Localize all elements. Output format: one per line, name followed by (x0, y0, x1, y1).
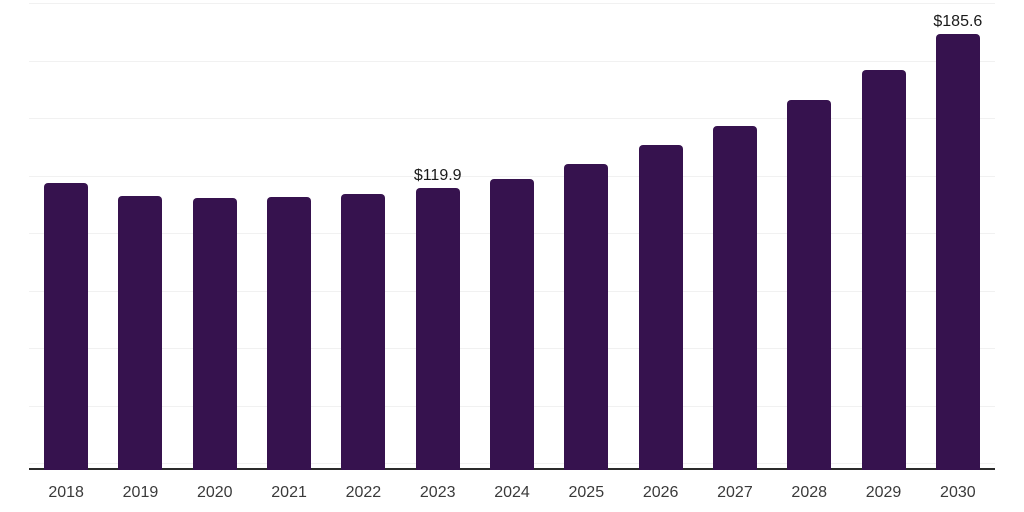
gridline (29, 3, 995, 4)
bar-2024[interactable] (490, 178, 534, 470)
x-tick-2022: 2022 (345, 484, 382, 501)
bar-2023[interactable] (415, 188, 460, 470)
bar-2027[interactable] (712, 126, 757, 470)
x-tick-2018: 2018 (48, 484, 84, 501)
bar-2020[interactable] (192, 198, 237, 470)
x-tick-2025: 2025 (568, 484, 605, 501)
x-tick-2021: 2021 (271, 484, 307, 501)
bar-2025[interactable] (564, 163, 609, 470)
data-label-2030: $185.6 (933, 12, 983, 30)
bar-2018[interactable] (44, 182, 89, 470)
bar-2026[interactable] (638, 145, 683, 470)
x-tick-2026: 2026 (642, 484, 679, 501)
bar-2021[interactable] (267, 196, 312, 470)
bar-2022[interactable] (341, 194, 386, 470)
gridline (29, 175, 995, 177)
plot-area: $119.9 $185.6 (29, 3, 995, 470)
x-tick-2019: 2019 (122, 484, 159, 501)
gridline (29, 60, 995, 62)
x-tick-2023: 2023 (419, 484, 456, 501)
x-tick-2024: 2024 (494, 484, 530, 501)
bar-2019[interactable] (118, 196, 163, 470)
x-axis-tick-labels: 2018 2019 2020 2021 2022 2023 2024 2025 2026 2027… (0, 483, 1024, 505)
gridline (29, 118, 995, 119)
x-tick-2020: 2020 (196, 484, 233, 501)
x-tick-2027: 2027 (717, 484, 753, 501)
x-tick-2028: 2028 (791, 484, 828, 501)
bar-2029[interactable] (861, 70, 906, 470)
x-tick-2029: 2029 (865, 484, 902, 501)
data-label-2023: $119.9 (413, 167, 462, 185)
bar-2028[interactable] (787, 100, 832, 470)
bar-2030[interactable] (935, 33, 980, 470)
x-tick-2030: 2030 (940, 484, 976, 501)
